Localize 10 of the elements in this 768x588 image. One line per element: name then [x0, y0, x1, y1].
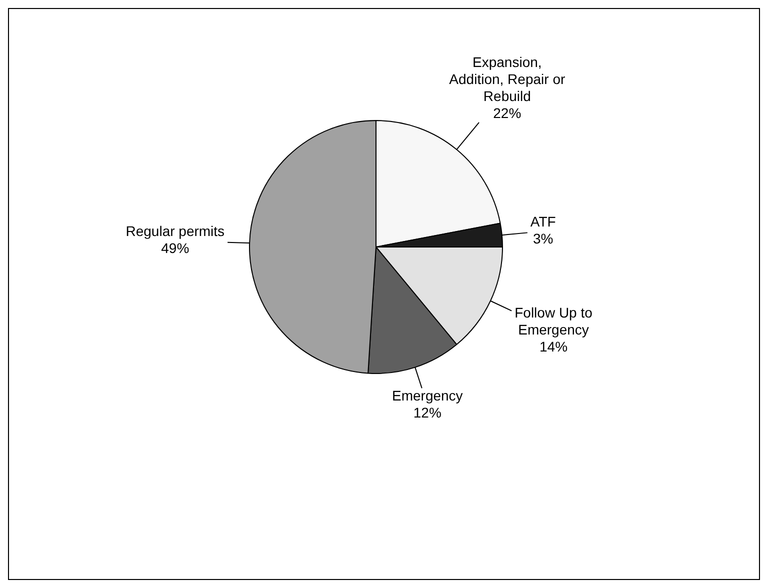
slice-label: Expansion, Addition, Repair or Rebuild	[449, 54, 566, 104]
slice-label: Follow Up to Emergency	[514, 304, 593, 338]
data-label: 14%	[539, 338, 568, 354]
data-label: 49%	[161, 240, 190, 256]
slice-label: ATF	[530, 214, 556, 230]
data-label: 12%	[413, 404, 442, 421]
data-label: 3%	[533, 230, 554, 247]
slice-label: Regular permits	[126, 223, 225, 240]
slice-label: Emergency	[392, 388, 463, 404]
data-label: 22%	[493, 104, 522, 121]
